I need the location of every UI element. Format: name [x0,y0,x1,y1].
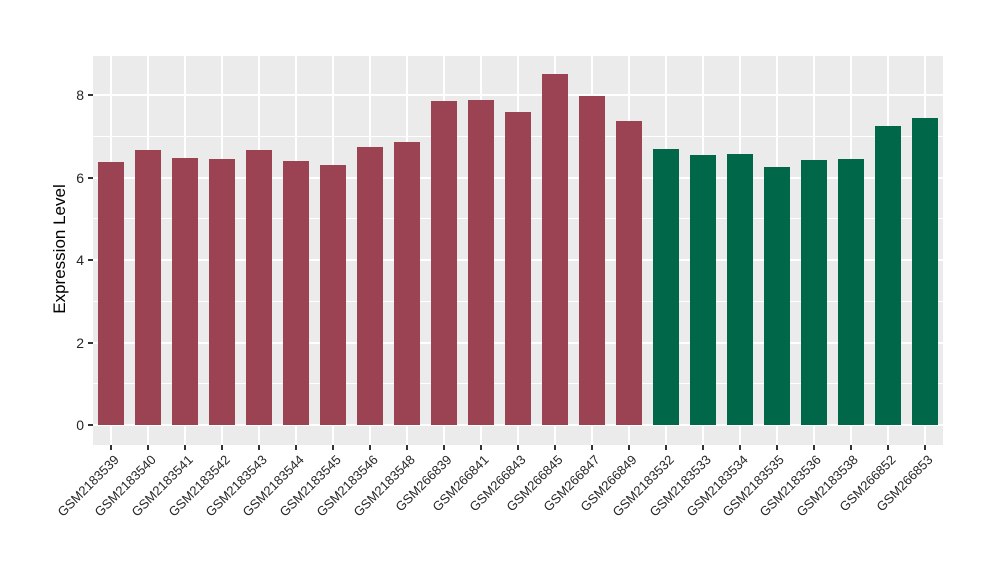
x-tick [886,445,889,450]
y-tick-label: 0 [76,417,84,433]
x-tick [664,445,667,450]
y-tick [88,341,93,344]
x-tick [480,445,483,450]
bar-GSM2183540 [135,150,162,425]
bar-GSM266839 [431,101,458,425]
y-tick [88,94,93,96]
x-tick [775,445,778,450]
bar-GSM2183541 [172,158,199,425]
y-tick-label: 4 [76,252,84,268]
bar-GSM2183545 [320,164,347,425]
x-tick [923,445,926,450]
x-tick [812,445,815,450]
x-tick [369,445,372,450]
y-tick-label: 8 [76,87,84,103]
plot-panel [93,56,943,445]
x-tick [258,445,261,450]
x-tick [184,445,187,450]
bar-GSM2183539 [98,161,125,425]
bar-GSM266843 [505,111,531,425]
x-tick [849,445,852,450]
x-tick [517,445,519,450]
bar-GSM266852 [874,125,901,425]
bar-GSM2183542 [209,158,236,425]
bar-GSM2183548 [394,142,421,425]
bar-GSM2183546 [357,146,384,425]
y-axis-title: Expression Level [50,184,69,314]
x-tick [406,445,409,450]
x-tick [332,445,335,450]
y-tick [88,424,93,426]
bar-GSM2183535 [763,167,790,425]
bar-GSM2183533 [689,155,716,425]
bar-GSM266853 [911,117,938,425]
x-tick [110,445,113,450]
bar-GSM2183534 [726,153,753,425]
bar-GSM266841 [468,99,495,425]
bar-GSM2183536 [800,160,827,425]
bar-GSM2183532 [652,149,679,425]
bar-GSM2183538 [837,159,864,425]
x-tick [590,445,593,450]
x-tick [627,445,630,450]
x-tick [221,445,224,450]
bar-GSM266849 [615,121,642,425]
x-tick [553,445,556,450]
x-tick [147,445,150,450]
bar-GSM2183543 [246,149,273,425]
bar-GSM266847 [578,96,605,425]
x-tick [701,445,704,450]
y-tick [88,176,93,179]
bar-GSM2183544 [283,160,310,425]
y-tick-label: 6 [76,169,84,186]
y-tick-label: 2 [76,334,84,351]
y-tick [88,259,93,261]
bar-GSM266845 [541,74,568,425]
x-tick [738,445,741,450]
x-tick [295,445,298,450]
x-tick [443,445,446,450]
